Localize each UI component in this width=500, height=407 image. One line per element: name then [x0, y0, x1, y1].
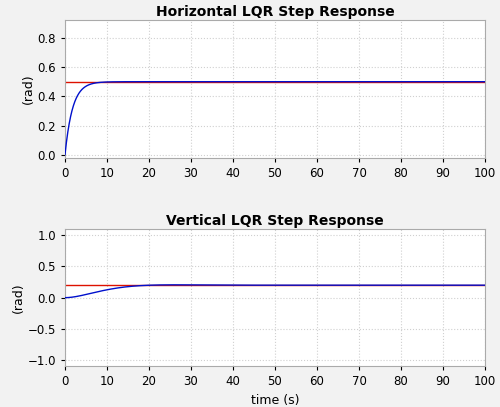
Title: Vertical LQR Step Response: Vertical LQR Step Response — [166, 214, 384, 228]
Title: Horizontal LQR Step Response: Horizontal LQR Step Response — [156, 5, 394, 19]
X-axis label: time (s): time (s) — [251, 394, 299, 407]
Y-axis label: (rad): (rad) — [12, 282, 24, 313]
Y-axis label: (rad): (rad) — [22, 74, 35, 104]
